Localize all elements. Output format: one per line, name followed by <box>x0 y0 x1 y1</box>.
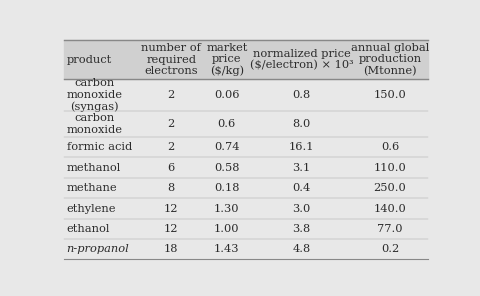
Text: normalized price
($/electron) × 10³: normalized price ($/electron) × 10³ <box>250 49 353 70</box>
Text: 18: 18 <box>164 244 179 254</box>
Text: methanol: methanol <box>67 163 121 173</box>
Text: 4.8: 4.8 <box>292 244 311 254</box>
Text: 6: 6 <box>168 163 175 173</box>
Text: 0.74: 0.74 <box>214 142 240 152</box>
Text: annual global
production
(Mtonne): annual global production (Mtonne) <box>351 43 429 76</box>
Text: 0.6: 0.6 <box>218 119 236 129</box>
Text: formic acid: formic acid <box>67 142 132 152</box>
Text: n-propanol: n-propanol <box>67 244 130 254</box>
Text: 1.00: 1.00 <box>214 224 240 234</box>
Text: 2: 2 <box>168 119 175 129</box>
Text: 0.8: 0.8 <box>292 90 311 100</box>
Text: 0.6: 0.6 <box>381 142 399 152</box>
Text: 3.0: 3.0 <box>292 204 311 214</box>
Text: 77.0: 77.0 <box>377 224 403 234</box>
Text: methane: methane <box>67 183 117 193</box>
Text: carbon
monoxide
(syngas): carbon monoxide (syngas) <box>67 78 123 112</box>
Text: 1.43: 1.43 <box>214 244 240 254</box>
Text: 16.1: 16.1 <box>289 142 314 152</box>
Text: 3.8: 3.8 <box>292 224 311 234</box>
Text: product: product <box>67 54 112 65</box>
Text: 3.1: 3.1 <box>292 163 311 173</box>
Text: carbon
monoxide: carbon monoxide <box>67 113 123 135</box>
Text: 0.4: 0.4 <box>292 183 311 193</box>
Text: 0.2: 0.2 <box>381 244 399 254</box>
Text: 0.18: 0.18 <box>214 183 240 193</box>
Text: market
price
($/kg): market price ($/kg) <box>206 43 248 76</box>
Text: 110.0: 110.0 <box>373 163 406 173</box>
Text: 12: 12 <box>164 224 179 234</box>
Text: 0.06: 0.06 <box>214 90 240 100</box>
Text: 140.0: 140.0 <box>373 204 406 214</box>
Bar <box>64 40 428 79</box>
Text: 8: 8 <box>168 183 175 193</box>
Text: 12: 12 <box>164 204 179 214</box>
Text: 8.0: 8.0 <box>292 119 311 129</box>
Text: 2: 2 <box>168 142 175 152</box>
Text: 150.0: 150.0 <box>373 90 406 100</box>
Text: ethanol: ethanol <box>67 224 110 234</box>
Text: 250.0: 250.0 <box>373 183 406 193</box>
Text: ethylene: ethylene <box>67 204 116 214</box>
Text: number of
required
electrons: number of required electrons <box>141 43 201 76</box>
Text: 1.30: 1.30 <box>214 204 240 214</box>
Text: 2: 2 <box>168 90 175 100</box>
Text: 0.58: 0.58 <box>214 163 240 173</box>
